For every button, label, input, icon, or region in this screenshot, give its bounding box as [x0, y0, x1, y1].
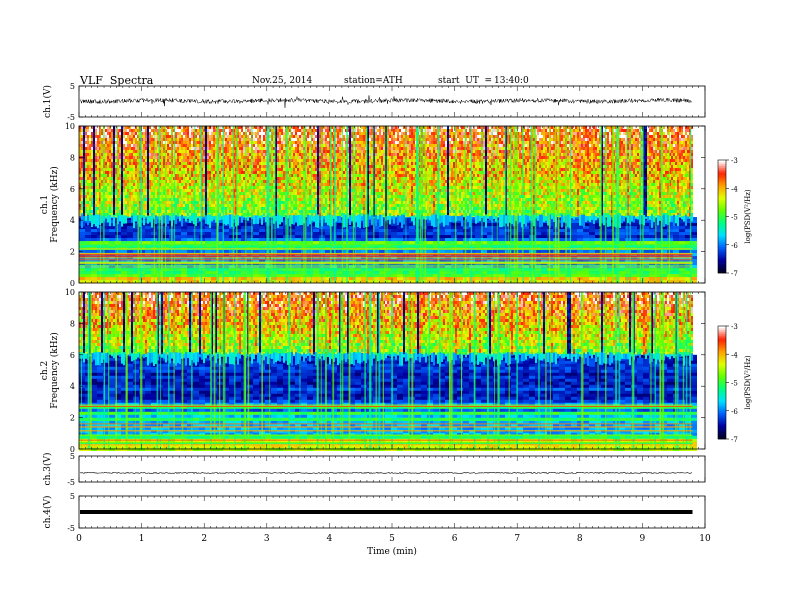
panel-1-colorbar-tick-2: -5	[731, 214, 738, 222]
panel-2-colorbar-tick-3: -6	[731, 408, 738, 416]
panel-1-colorbar-label: log(PSD(V²/Hz)	[744, 189, 752, 244]
panel-1-ytick-2: 4	[70, 216, 75, 225]
panel-1-colorbar-tick-4: -7	[731, 270, 738, 278]
panel-2-ytick-3: 6	[70, 351, 75, 360]
panel-1-colorbar-tick-3: -6	[731, 242, 738, 250]
panel-4-ytick-1: -5	[67, 524, 75, 533]
ch3-waveform-line	[80, 472, 692, 473]
xtick-label-8: 8	[577, 534, 583, 544]
xtick-label-5: 5	[389, 534, 395, 544]
panel-2-spectrogram	[79, 292, 697, 451]
vlf-figure: 5-5ch.1(V)0246810ch.1Frequency (kHz)-3-4…	[0, 0, 792, 612]
xtick-label-3: 3	[264, 534, 270, 544]
xtick-label-10: 10	[699, 534, 711, 544]
panel-2-ytick-4: 8	[70, 319, 75, 328]
panel-2-colorbar: -3 -4 -5 -6 -7 log(PSD(V²/Hz)	[718, 323, 752, 444]
panel-1-colorbar-tick-0: -3	[731, 157, 738, 165]
xtick-label-7: 7	[514, 534, 520, 544]
panel-2-ytick-5: 10	[65, 288, 75, 297]
panel-2-ytick-1: 2	[70, 414, 75, 423]
panel-3-ytick-0: 5	[70, 452, 75, 461]
xtick-label-0: 0	[76, 534, 82, 544]
panel-0-plot	[80, 95, 692, 107]
panel-2-colorbar-tick-1: -4	[731, 351, 738, 359]
xtick-label-2: 2	[201, 534, 207, 544]
panel-1-ytick-5: 10	[65, 122, 75, 131]
panel-1-ylabel: ch.1Frequency (kHz)	[40, 166, 60, 243]
panel-4-ylabel: ch.4(V)	[42, 496, 53, 529]
panel-2-ylabel: ch.2Frequency (kHz)	[40, 332, 60, 409]
panel-2-colorbar-tick-4: -7	[731, 436, 738, 444]
panel-3-ytick-1: -5	[67, 478, 75, 487]
panel-2-colorbar-tick-0: -3	[731, 323, 738, 331]
xtick-label-9: 9	[640, 534, 646, 544]
panel-2-ytick-2: 4	[70, 382, 75, 391]
panel-0-ytick-0: 5	[70, 82, 75, 91]
panel-1-colorbar-tick-1: -4	[731, 185, 738, 193]
panel-0-ylabel: ch.1(V)	[42, 85, 53, 118]
panel-1-colorbar: -3 -4 -5 -6 -7 log(PSD(V²/Hz)	[718, 157, 752, 278]
panel-1-ytick-0: 0	[70, 279, 75, 288]
panel-1-ytick-4: 8	[70, 153, 75, 162]
panel-1-ytick-1: 2	[70, 248, 75, 257]
panel-1-ytick-3: 6	[70, 185, 75, 194]
panel-2-colorbar-tick-2: -5	[731, 380, 738, 388]
panel-3-plot	[80, 472, 692, 473]
panel-4-plot	[80, 510, 692, 514]
ch4-waveform-line	[80, 510, 692, 514]
panel-3-ylabel: ch.3(V)	[42, 453, 53, 486]
panel-0-ytick-1: -5	[67, 113, 75, 122]
panel-2-colorbar-label: log(PSD(V²/Hz)	[744, 355, 752, 410]
xtick-label-6: 6	[452, 534, 458, 544]
ch1-waveform-line	[80, 95, 692, 107]
xtick-label-4: 4	[327, 534, 333, 544]
panel-1-spectrogram	[79, 126, 697, 283]
x-axis-label: Time (min)	[367, 546, 417, 557]
panel-4-ytick-0: 5	[70, 492, 75, 501]
xtick-label-1: 1	[139, 534, 145, 544]
